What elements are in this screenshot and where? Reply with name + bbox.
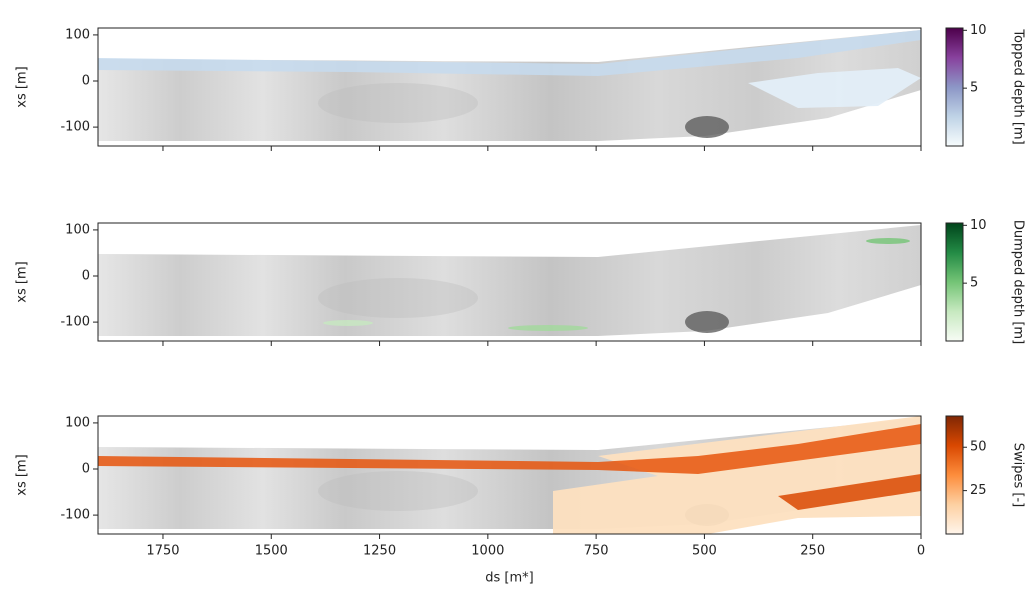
x-tick-label: 1750 [146,544,179,559]
y-tick-label: -100 [60,508,90,523]
colorbar-label: Swipes [-] [1011,443,1026,508]
x-tick-label: 1500 [255,544,288,559]
x-tick-label: 250 [800,544,825,559]
x-axis-label: ds [m*] [485,571,533,586]
x-tick-label: 750 [584,544,609,559]
colorbar [945,222,964,342]
colorbar [945,415,964,535]
raster [98,225,921,336]
y-tick-label: 100 [65,415,90,430]
y-tick-label: -100 [60,315,90,330]
y-tick-label: 100 [65,222,90,237]
y-axis-label: xs [m] [15,261,30,302]
plot-frame [97,222,922,342]
y-tick-label: -100 [60,120,90,135]
y-tick-label: 0 [82,462,90,477]
colorbar-tick-label: 50 [970,440,987,455]
raster [98,30,921,141]
x-tick-label: 500 [692,544,717,559]
y-tick-label: 100 [65,27,90,42]
colorbar-tick-label: 10 [970,23,987,38]
y-tick-label: 0 [82,74,90,89]
plot-frame [97,27,922,147]
y-axis-label: xs [m] [15,454,30,495]
x-tick-label: 1250 [363,544,396,559]
raster [98,416,921,534]
colorbar-tick-label: 25 [970,483,987,498]
colorbar-label: Dumped depth [m] [1011,220,1026,344]
x-tick-label: 1000 [471,544,504,559]
y-axis-label: xs [m] [15,66,30,107]
colorbar-label: Topped depth [m] [1011,28,1026,144]
plot-frame [97,415,922,535]
colorbar [945,27,964,147]
colorbar-tick-label: 5 [970,276,978,291]
colorbar-tick-label: 5 [970,81,978,96]
y-tick-label: 0 [82,269,90,284]
x-tick-label: 0 [917,544,925,559]
colorbar-tick-label: 10 [970,218,987,233]
